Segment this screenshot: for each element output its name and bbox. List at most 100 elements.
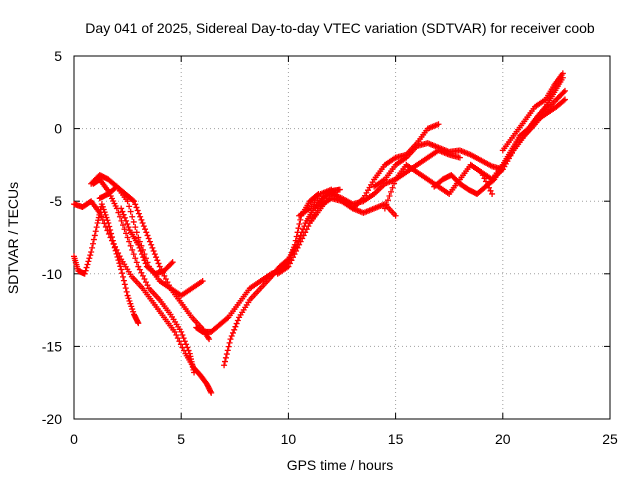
data-point bbox=[229, 329, 236, 336]
data-point bbox=[115, 209, 122, 216]
data-point bbox=[99, 216, 106, 223]
series-track-q bbox=[499, 70, 566, 154]
data-point bbox=[295, 225, 302, 232]
data-point bbox=[103, 214, 110, 221]
data-point bbox=[388, 188, 395, 195]
data-point bbox=[126, 297, 133, 304]
data-point bbox=[168, 260, 175, 267]
series-track-k bbox=[306, 147, 463, 226]
data-point bbox=[300, 232, 307, 239]
data-point bbox=[132, 224, 139, 231]
data-point bbox=[384, 197, 391, 204]
tick-labels: 0 5 10 15 20 25 5 0 -5 -10 -15 -20 bbox=[42, 48, 618, 447]
data-point bbox=[120, 273, 127, 280]
data-point bbox=[336, 186, 343, 193]
data-point bbox=[148, 241, 155, 248]
data-point bbox=[151, 251, 158, 258]
data-point bbox=[139, 219, 146, 226]
plot-frame bbox=[73, 55, 611, 420]
series-track-h bbox=[221, 186, 343, 369]
data-point bbox=[121, 214, 128, 221]
data-point bbox=[146, 238, 153, 245]
data-point bbox=[135, 210, 142, 217]
data-point bbox=[107, 234, 114, 241]
x-axis-label: GPS time / hours bbox=[287, 457, 394, 473]
data-point bbox=[155, 260, 162, 267]
data-point bbox=[104, 227, 111, 234]
data-point bbox=[129, 213, 136, 220]
data-point bbox=[84, 261, 91, 268]
series-track-d bbox=[88, 172, 213, 343]
data-point bbox=[183, 341, 190, 348]
data-point bbox=[122, 285, 129, 292]
data-point bbox=[129, 306, 136, 313]
data-point bbox=[136, 266, 143, 273]
data-point bbox=[206, 336, 213, 343]
data-point bbox=[132, 255, 139, 262]
data-point bbox=[118, 266, 125, 273]
data-point bbox=[173, 331, 180, 338]
data-marks bbox=[71, 70, 568, 396]
data-point bbox=[124, 221, 131, 228]
data-point bbox=[130, 308, 137, 315]
data-point bbox=[142, 279, 149, 286]
data-point bbox=[126, 238, 133, 245]
data-point bbox=[127, 242, 134, 249]
data-point bbox=[156, 263, 163, 270]
x-tick-label: 20 bbox=[495, 431, 511, 447]
data-point bbox=[125, 295, 132, 302]
data-point bbox=[135, 234, 142, 241]
series-track-n bbox=[431, 74, 566, 197]
data-point bbox=[149, 244, 156, 251]
data-point bbox=[561, 96, 568, 103]
data-point bbox=[90, 236, 97, 243]
data-point bbox=[142, 226, 149, 233]
data-point bbox=[226, 339, 233, 346]
y-tick-label: -20 bbox=[42, 411, 62, 427]
data-point bbox=[456, 154, 463, 161]
series-track-f bbox=[118, 205, 176, 277]
y-axis-label: SDTVAR / TECUs bbox=[5, 182, 21, 294]
data-point bbox=[136, 244, 143, 251]
data-point bbox=[176, 338, 183, 345]
data-point bbox=[560, 89, 567, 96]
data-point bbox=[154, 257, 161, 264]
data-point bbox=[153, 254, 160, 261]
data-point bbox=[96, 209, 103, 216]
data-point bbox=[162, 275, 169, 282]
data-point bbox=[392, 212, 399, 219]
data-point bbox=[181, 338, 188, 345]
x-tick-label: 0 bbox=[70, 431, 78, 447]
data-point bbox=[138, 216, 145, 223]
data-point bbox=[208, 389, 215, 396]
data-point bbox=[124, 198, 131, 205]
data-point bbox=[297, 216, 304, 223]
data-point bbox=[133, 204, 140, 211]
data-point bbox=[87, 252, 94, 259]
data-point bbox=[223, 351, 230, 358]
data-point bbox=[296, 241, 303, 248]
data-point bbox=[228, 333, 235, 340]
data-point bbox=[435, 121, 442, 128]
data-point bbox=[302, 229, 309, 236]
data-point bbox=[132, 201, 139, 208]
data-point bbox=[291, 251, 298, 258]
data-point bbox=[179, 331, 186, 338]
data-point bbox=[135, 263, 142, 270]
data-point bbox=[124, 292, 131, 299]
data-point bbox=[86, 255, 93, 262]
x-tick-label: 10 bbox=[281, 431, 297, 447]
data-point bbox=[89, 240, 96, 247]
data-point bbox=[383, 201, 390, 208]
data-point bbox=[119, 208, 126, 215]
data-point bbox=[108, 237, 115, 244]
data-point bbox=[126, 203, 133, 210]
data-point bbox=[139, 272, 146, 279]
data-point bbox=[135, 241, 142, 248]
data-point bbox=[130, 251, 137, 258]
data-point bbox=[100, 206, 107, 213]
data-point bbox=[140, 254, 147, 261]
data-point bbox=[138, 251, 145, 258]
data-point bbox=[293, 247, 300, 254]
data-point bbox=[99, 203, 106, 210]
